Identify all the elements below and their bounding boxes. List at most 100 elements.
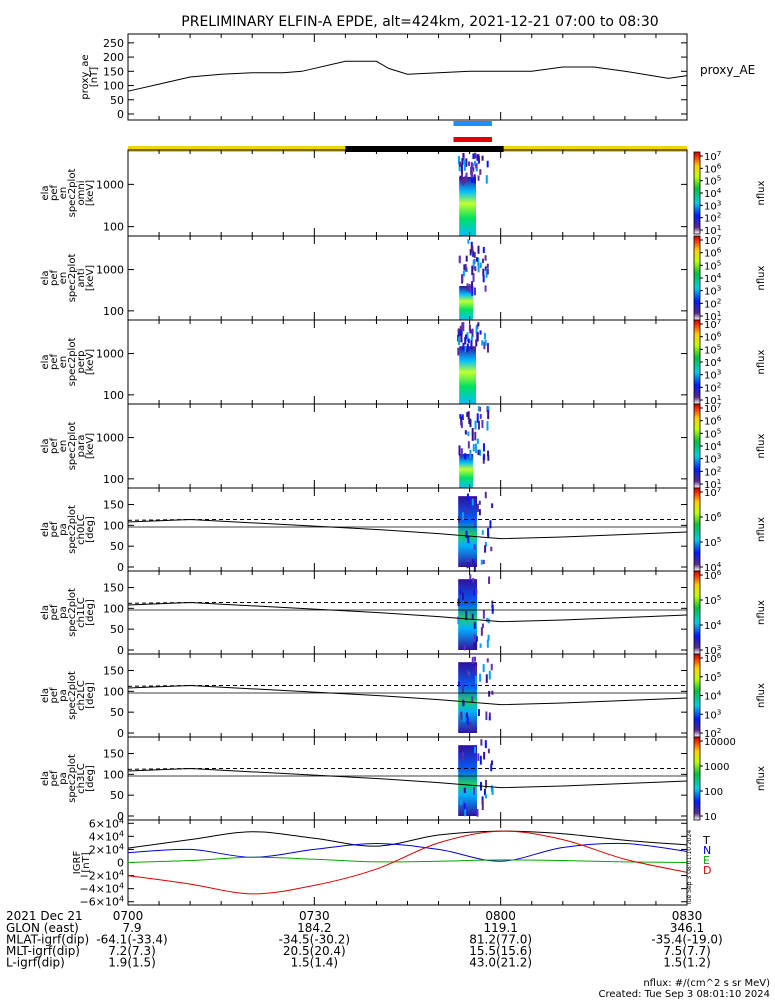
ephemeris-value: 1.9(1.5) (108, 956, 156, 970)
spectrogram-speckle (479, 449, 482, 456)
pitch-angle-speckle (465, 712, 468, 718)
y-tick-label: 150 (103, 665, 124, 678)
pitch-angle-speckle (477, 709, 480, 717)
sunlight-segment (503, 146, 687, 152)
ephemeris-value: 81.2(77.0) (469, 933, 532, 947)
spectrogram-speckle (477, 156, 480, 164)
spectrogram-speckle (487, 455, 490, 461)
ephemeris-value: 119.1 (483, 921, 517, 935)
pitch-angle-speckle (481, 623, 484, 628)
spectrogram-speckle (471, 265, 474, 276)
x-tick-label: 0700 (113, 909, 144, 923)
spectrogram-speckle (459, 325, 462, 331)
pitch-angle-speckle (481, 796, 484, 803)
colorbar (693, 319, 701, 405)
ephemeris-value: 184.2 (297, 921, 331, 935)
spectrogram-speckle (474, 443, 477, 454)
panel-frame (127, 570, 688, 655)
pitch-angle-speckle (471, 696, 474, 703)
spectrogram-speckle (457, 330, 460, 338)
spectrogram-speckle (464, 264, 467, 272)
spectrogram-speckle (481, 419, 484, 428)
igrf-legend-E: E (703, 854, 710, 867)
spectrogram-speckle (471, 245, 474, 253)
spectrogram-speckle (467, 239, 470, 244)
anti-loss-cone-line (127, 602, 687, 604)
spectrogram-speckle (479, 330, 482, 335)
spectrogram-speckle (486, 421, 489, 431)
spectrogram-speckle (474, 152, 477, 159)
ephemeris-date: 2021 Dec 21 (6, 909, 83, 923)
pitch-angle-speckle (461, 592, 464, 600)
pitch-angle-speckle (475, 589, 478, 595)
y-axis-label: [keV] (85, 180, 96, 206)
pitch-angle-speckle (491, 760, 494, 765)
sunlight-segment (128, 146, 346, 152)
pitch-angle-speckle (479, 643, 482, 648)
spectrogram-speckle (477, 406, 480, 412)
y-axis-label: en (58, 187, 69, 200)
spectrogram-speckle (468, 324, 471, 332)
y-tick-label: 0 (117, 810, 124, 823)
panel-frame (127, 819, 688, 906)
colorbar-tick-label: 106 (704, 510, 722, 524)
y-tick-label: −4×104 (80, 882, 124, 896)
ephemeris-value: -35.4(-19.0) (651, 933, 722, 947)
spectrogram-speckle (471, 428, 474, 435)
pitch-angle-speckle (487, 527, 490, 536)
ephemeris-row-label: MLAT-igrf(dip) (6, 933, 89, 947)
spectrogram-speckle (462, 270, 465, 277)
ephemeris-table: 2021 Dec 21 0700 0730 0800 0830 GLON (east) 7.… (6, 909, 723, 970)
spectrogram-speckle (466, 343, 469, 351)
y-axis-label: spec2plot (67, 671, 78, 720)
y-tick-label: 250 (103, 37, 124, 50)
pitch-angle-speckle (466, 493, 469, 502)
pitch-angle-speckle (463, 713, 466, 722)
pitch-angle-speckle (481, 530, 484, 535)
colorbar-tick-label: 104 (704, 689, 722, 703)
spectrogram-speckle (458, 336, 461, 346)
pitch-angle-speckle (471, 498, 474, 506)
pitch-angle-speckle (469, 574, 472, 580)
igrf-legend-N: N (703, 844, 711, 857)
spectrogram-speckle (466, 332, 469, 342)
pitch-angle-flux (458, 496, 478, 567)
spectrogram-speckle (474, 287, 477, 296)
spectrogram-speckle (457, 156, 460, 165)
pitch-angle-speckle (475, 636, 478, 642)
pitch-angle-speckle (461, 684, 464, 693)
y-axis-label: spec2plot (67, 588, 78, 637)
y-axis-label: IGRF (72, 851, 83, 875)
pitch-angle-speckle (462, 700, 465, 706)
spectrogram-speckle (483, 341, 486, 350)
spectrogram-speckle (477, 420, 480, 430)
ephemeris-row-label: MLT-igrf(dip) (6, 944, 80, 958)
pitch-angle-speckle (482, 664, 485, 673)
pitch-angle-speckle (491, 503, 494, 508)
y-tick-label: 0 (117, 727, 124, 740)
y-tick-label: 1000 (96, 348, 124, 361)
y-tick-label: −6×104 (80, 895, 124, 909)
pitch-angle-speckle (475, 675, 478, 685)
spectrogram-speckle (468, 418, 471, 424)
y-tick-label: 0 (117, 108, 124, 121)
spectrogram-speckle (469, 449, 472, 459)
panel-frame (127, 653, 688, 738)
y-tick-label: 0 (117, 857, 124, 870)
colorbar-label: nflux (756, 766, 767, 791)
pitch-angle-speckle (475, 640, 478, 650)
x-tick-label: 0830 (672, 909, 703, 923)
spectrogram-speckle (477, 262, 480, 273)
spectrogram-speckle (478, 406, 481, 412)
colorbar (693, 235, 701, 321)
y-tick-label: 100 (103, 80, 124, 93)
proxy-ae-line (127, 60, 688, 92)
spectrogram-speckle (484, 285, 487, 292)
colorbar (693, 653, 701, 738)
colorbar-label: nflux (756, 265, 767, 290)
pitch-angle-speckle (460, 711, 463, 720)
colorbar-tick-label: 104 (704, 618, 722, 632)
colorbar-label: nflux (756, 600, 767, 625)
